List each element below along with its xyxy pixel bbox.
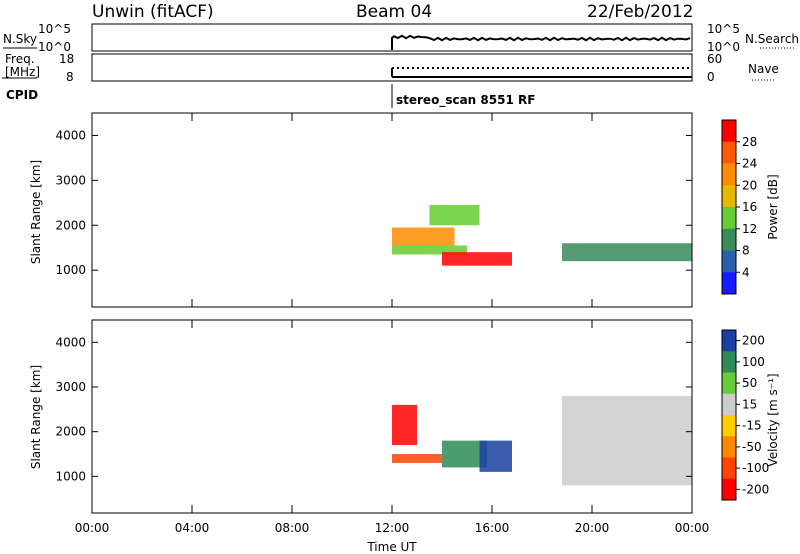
power-colorbar: 4 8 12 16 20 24 28 — [721, 119, 757, 295]
x-axis-label: Time UT — [366, 540, 417, 554]
power-colorbar-swatch-4 — [722, 207, 736, 230]
velocity-colorbar-label: Velocity [m s⁻¹] — [766, 373, 780, 466]
velocity-panel: 1000 2000 3000 4000 Slant Range [km] — [29, 319, 693, 514]
velocity-region-3 — [479, 440, 512, 472]
power-ylabel: Slant Range [km] — [29, 160, 43, 264]
xtick-label-0: 00:00 — [75, 521, 110, 535]
beam-title: Beam 04 — [356, 2, 432, 22]
nsky-tick-top: 10^5 — [38, 22, 71, 36]
velocity-region-4 — [562, 395, 692, 486]
power-ytick-label-1: 2000 — [55, 218, 86, 232]
power-colorbar-swatch-5 — [722, 228, 736, 251]
velocity-ytick-label-2: 3000 — [55, 380, 86, 394]
power-region-3 — [429, 205, 480, 226]
power-colorbar-tick-label-1: 8 — [742, 244, 750, 258]
velocity-colorbar-swatch-3 — [722, 393, 736, 416]
freq-panel — [91, 53, 693, 82]
velocity-colorbar-tick-label-1: 100 — [742, 355, 765, 369]
power-colorbar-label: Power [dB] — [766, 174, 780, 239]
power-region-2 — [442, 252, 512, 266]
xtick-label-5: 20:00 — [575, 521, 610, 535]
velocity-colorbar-frame — [721, 329, 737, 501]
nsky-trace — [391, 34, 691, 50]
power-colorbar-tick-label-3: 16 — [742, 200, 757, 214]
velocity-colorbar-tick-label-2: 50 — [742, 376, 757, 390]
power-colorbar-tick-label-2: 12 — [742, 222, 757, 236]
xtick-label-2: 08:00 — [275, 521, 310, 535]
velocity-ytick-label-1: 2000 — [55, 425, 86, 439]
velocity-colorbar-tick-label-7: -200 — [742, 482, 769, 496]
nsky-tick-bottom: 10^0 — [38, 40, 71, 54]
nave-tick-bottom: 0 — [707, 70, 715, 84]
power-background — [92, 113, 692, 307]
xtick-label-1: 04:00 — [175, 521, 210, 535]
velocity-colorbar-tick-label-6: -100 — [742, 461, 769, 475]
x-axis-ticks: 00:00 04:00 08:00 12:00 16:00 20:00 00:00 — [75, 113, 710, 535]
velocity-colorbar-swatch-0 — [722, 330, 736, 352]
nsearch-label: N.Search — [745, 32, 799, 46]
velocity-region-1 — [392, 454, 442, 463]
velocity-data — [392, 395, 692, 486]
power-colorbar-swatch-3 — [722, 185, 736, 208]
velocity-ytick-label-3: 4000 — [55, 335, 86, 349]
power-colorbar-tick-label-0: 4 — [742, 265, 750, 279]
velocity-colorbar-swatch-4 — [722, 415, 736, 437]
velocity-colorbar-swatch-7 — [722, 478, 736, 501]
xtick-label-6: 00:00 — [675, 521, 710, 535]
nsearch-tick-bottom: 10^0 — [707, 40, 740, 54]
velocity-colorbar-swatch-1 — [722, 351, 736, 373]
power-panel: 1000 2000 3000 4000 Slant Range [km] — [29, 112, 693, 308]
site-title: Unwin (fitACF) — [92, 2, 214, 22]
velocity-ylabel: Slant Range [km] — [29, 365, 43, 469]
freq-tick-top: 18 — [59, 52, 74, 66]
date-title: 22/Feb/2012 — [587, 2, 693, 22]
velocity-colorbar-tick-label-4: -15 — [742, 419, 762, 433]
nave-tick-top: 60 — [707, 52, 722, 66]
velocity-colorbar-tick-label-3: 15 — [742, 397, 757, 411]
velocity-colorbar-tick-label-0: 200 — [742, 334, 765, 348]
cpid-text: stereo_scan 8551 RF — [396, 93, 535, 108]
power-y-ticks: 1000 2000 3000 4000 — [55, 128, 692, 277]
power-colorbar-swatch-6 — [722, 250, 736, 273]
power-colorbar-swatch-7 — [722, 272, 736, 295]
cpid-label: CPID — [6, 88, 38, 102]
power-ytick-label-2: 3000 — [55, 173, 86, 187]
freq-label-1: Freq. — [5, 52, 35, 66]
velocity-colorbar-swatch-6 — [722, 457, 736, 480]
velocity-colorbar: 200 100 50 15 -15 -50 -100 -200 — [721, 329, 769, 501]
velocity-region-0 — [392, 404, 417, 446]
power-colorbar-swatch-2 — [722, 163, 736, 186]
power-region-0 — [392, 245, 467, 255]
power-colorbar-swatch-1 — [722, 141, 736, 164]
xtick-label-4: 16:00 — [475, 521, 510, 535]
power-region-1 — [392, 227, 455, 246]
nsky-label: N.Sky — [3, 32, 37, 46]
power-colorbar-tick-label-6: 28 — [742, 135, 757, 149]
power-colorbar-swatch-0 — [722, 120, 736, 143]
power-ytick-label-0: 1000 — [55, 263, 86, 277]
nave-label: Nave — [748, 62, 779, 76]
power-colorbar-tick-label-4: 20 — [742, 178, 757, 192]
power-data — [392, 205, 692, 266]
freq-label-2: [MHz] — [5, 65, 40, 79]
velocity-colorbar-swatch-2 — [722, 372, 736, 395]
velocity-colorbar-swatch-5 — [722, 436, 736, 458]
xtick-label-3: 12:00 — [375, 521, 410, 535]
nsearch-tick-top: 10^5 — [707, 22, 740, 36]
power-region-4 — [562, 243, 692, 262]
freq-tick-bottom: 8 — [66, 70, 74, 84]
velocity-ytick-label-0: 1000 — [55, 469, 86, 483]
velocity-colorbar-tick-label-5: -50 — [742, 440, 762, 454]
nsky-panel — [91, 23, 693, 52]
power-ytick-label-3: 4000 — [55, 128, 86, 142]
power-colorbar-tick-label-5: 24 — [742, 157, 757, 171]
velocity-y-ticks: 1000 2000 3000 4000 — [55, 335, 692, 483]
